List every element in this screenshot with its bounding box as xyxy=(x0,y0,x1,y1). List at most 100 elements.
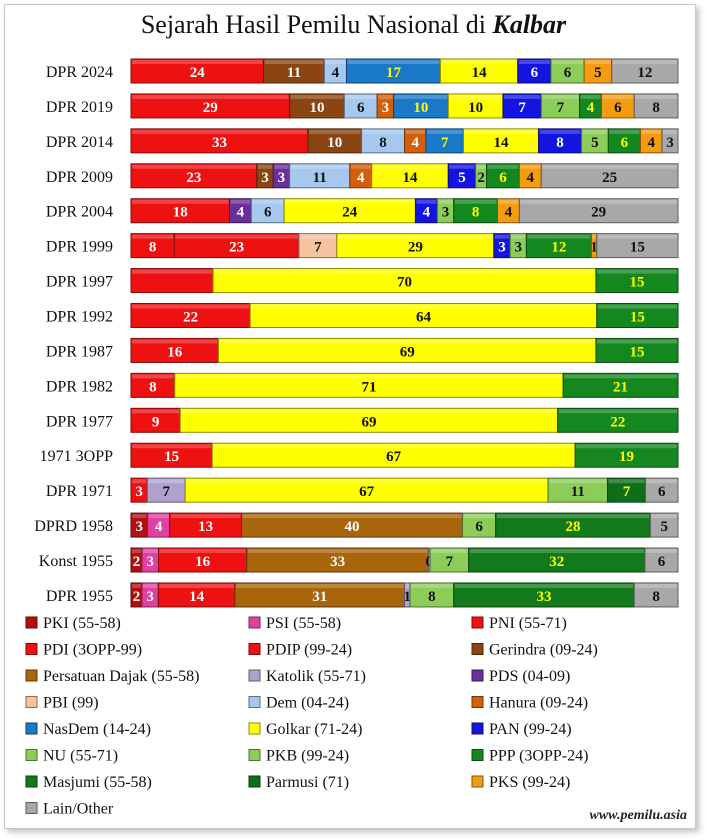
bar-segment-highlight xyxy=(576,444,677,449)
bar-segment-highlight xyxy=(635,583,677,588)
bar-segment-highlight xyxy=(597,304,677,309)
row-label: 1971 3OPP xyxy=(40,448,113,465)
legend-swatch-pdi xyxy=(25,643,38,655)
bar-segment-highlight xyxy=(132,409,180,414)
bar-segment-lain xyxy=(633,582,679,608)
bar-segment-highlight xyxy=(132,164,256,169)
bar-segment-ppp xyxy=(574,442,679,468)
bar-segment-nu xyxy=(462,512,497,538)
data-label: 69 xyxy=(400,344,415,360)
bar-segment-highlight xyxy=(186,479,548,484)
bar-segment-highlight xyxy=(438,199,453,204)
data-label: 8 xyxy=(556,135,564,151)
data-label: 28 xyxy=(566,519,581,535)
legend-label: PDIP (99-24) xyxy=(266,642,352,659)
data-label: 17 xyxy=(386,65,402,81)
data-label: 16 xyxy=(167,344,183,360)
data-label: 6 xyxy=(614,100,622,116)
data-label: 11 xyxy=(313,170,327,186)
bar-segment-highlight xyxy=(252,199,284,204)
bar-segment-highlight xyxy=(345,94,377,99)
data-label: 7 xyxy=(557,100,565,116)
data-label: 4 xyxy=(423,205,431,221)
bar-segment-highlight xyxy=(551,60,584,64)
data-label: 29 xyxy=(203,100,218,116)
bar-segment-highlight xyxy=(242,514,462,519)
row-label: DPR 2014 xyxy=(46,134,113,151)
bar-segment-highlight xyxy=(219,339,595,344)
bar-segment-highlight xyxy=(247,549,428,554)
legend-label: Lain/Other xyxy=(43,801,114,818)
bar-segment-highlight xyxy=(410,583,453,588)
bar-segment-highlight xyxy=(449,164,475,169)
legend-swatch-pks xyxy=(471,775,484,788)
data-label: 24 xyxy=(190,65,206,81)
data-label: 6 xyxy=(357,100,365,116)
bar-segment-highlight xyxy=(520,199,677,204)
data-label: 71 xyxy=(361,379,376,395)
legend-label: NasDem (14-24) xyxy=(43,721,151,738)
bar-segment-pdip xyxy=(173,233,300,259)
chart-title: Sejarah Hasil Pemilu Nasional di Kalbar xyxy=(140,10,567,39)
data-label: 5 xyxy=(660,519,668,535)
legend-label: PSI (55-58) xyxy=(266,615,341,632)
bar-segment-highlight xyxy=(494,234,510,239)
bar-segment-pd xyxy=(241,512,464,538)
bar-segment-parmusi xyxy=(607,477,647,503)
data-label: 3 xyxy=(498,240,506,256)
data-label: 7 xyxy=(623,484,631,500)
bar-segment-highlight xyxy=(463,514,495,519)
legend-swatch-dem xyxy=(248,696,261,708)
bar-segment-nu xyxy=(409,582,455,608)
legend-label: Katolik (55-71) xyxy=(266,668,366,685)
bar-segment-lain xyxy=(518,198,679,224)
data-label: 7 xyxy=(518,100,526,116)
legend-label: Persatuan Dajak (55-58) xyxy=(43,668,199,685)
data-label: 23 xyxy=(186,170,201,186)
bar-segment-lain xyxy=(649,512,679,538)
bar-segment-highlight xyxy=(597,234,677,239)
legend-label: PAN (99-24) xyxy=(489,721,572,738)
bar-segment-pks xyxy=(600,93,635,119)
row-label: DPR 1982 xyxy=(46,378,113,395)
data-label: 3 xyxy=(442,205,450,221)
data-label: 8 xyxy=(428,589,436,605)
bar-segment-pni xyxy=(157,582,236,608)
legend-swatch-pds xyxy=(471,669,484,682)
data-label: 4 xyxy=(587,100,595,116)
bar-segment-highlight xyxy=(337,234,493,239)
data-label: 22 xyxy=(610,414,625,430)
data-label: 40 xyxy=(345,519,360,535)
bar-segment-highlight xyxy=(539,129,581,134)
bar-segment-highlight xyxy=(132,234,174,239)
row-label: DPR 1992 xyxy=(46,309,113,326)
data-label: 29 xyxy=(591,205,606,221)
data-label: 6 xyxy=(564,65,572,81)
bar-segment-highlight xyxy=(230,199,251,204)
bar-segment-pkb xyxy=(580,128,609,154)
data-label: 10 xyxy=(468,100,483,116)
bar-segment-gerindra xyxy=(307,128,363,154)
data-label: 15 xyxy=(630,310,645,326)
legend-swatch-nu xyxy=(25,749,38,761)
bar-segment-highlight xyxy=(214,269,595,274)
data-label: 14 xyxy=(472,65,488,81)
legend-label: PDS (04-09) xyxy=(489,668,570,685)
bar-segment-highlight xyxy=(132,199,229,204)
data-label: 7 xyxy=(446,554,454,570)
legend-label: PKI (55-58) xyxy=(43,615,121,632)
data-label: 8 xyxy=(149,379,157,395)
bar-segment-katolik xyxy=(146,477,186,503)
bar-segment-highlight xyxy=(503,94,541,99)
bar-segment-highlight xyxy=(527,234,591,239)
data-label: 29 xyxy=(408,240,423,256)
bar-segment-golkar xyxy=(212,268,597,294)
bar-segment-highlight xyxy=(602,94,634,99)
legend-label: Gerindra (09-24) xyxy=(489,642,598,659)
bar-segment-pdi xyxy=(130,442,213,468)
bar-segment-highlight xyxy=(170,514,241,519)
data-label: 1 xyxy=(590,240,598,256)
bar-segment-highlight xyxy=(580,94,601,99)
row-label: DPRD 1958 xyxy=(34,518,113,535)
data-label: 4 xyxy=(332,65,340,81)
